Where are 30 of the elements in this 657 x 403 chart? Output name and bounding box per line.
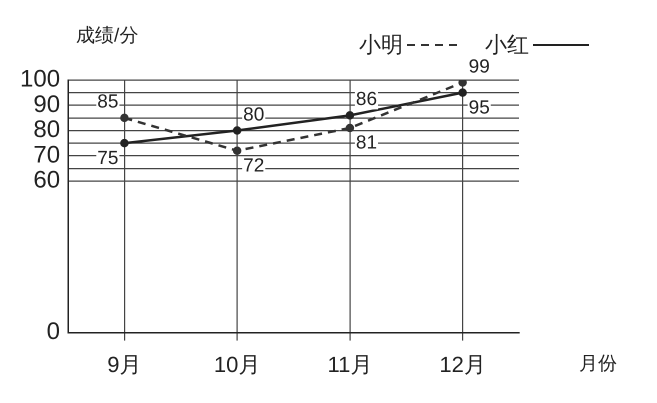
- x-tick-label: 10月: [214, 352, 260, 377]
- data-label: 81: [356, 132, 378, 154]
- y-tick-label: 70: [33, 141, 60, 168]
- point: [232, 146, 242, 155]
- point: [120, 138, 129, 148]
- x-tick-label: 9月: [107, 352, 142, 377]
- data-label: 99: [468, 56, 490, 78]
- x-axis-title: 月份: [579, 353, 617, 374]
- data-label: 95: [468, 97, 490, 118]
- point: [458, 88, 467, 97]
- y-tick-label: 100: [20, 66, 60, 93]
- point: [120, 114, 129, 122]
- x-tick-label: 11月: [327, 352, 372, 377]
- legend-label: 小明: [359, 31, 403, 59]
- y-tick-label: 90: [33, 90, 60, 118]
- point: [458, 80, 467, 87]
- point: [232, 126, 242, 135]
- data-label: 86: [356, 89, 378, 110]
- y-tick-label: 0: [46, 318, 60, 346]
- y-tick-label: 80: [33, 116, 60, 144]
- x-tick-label: 12月: [439, 352, 486, 377]
- data-label: 75: [97, 148, 118, 169]
- data-label: 80: [243, 104, 264, 126]
- y-axis-title: 成绩/分: [76, 26, 138, 47]
- legend-label: 小红: [485, 31, 529, 59]
- point: [346, 124, 354, 132]
- data-label: 85: [97, 92, 118, 113]
- point: [346, 111, 354, 120]
- y-tick-label: 60: [33, 166, 60, 194]
- data-label: 72: [243, 155, 264, 176]
